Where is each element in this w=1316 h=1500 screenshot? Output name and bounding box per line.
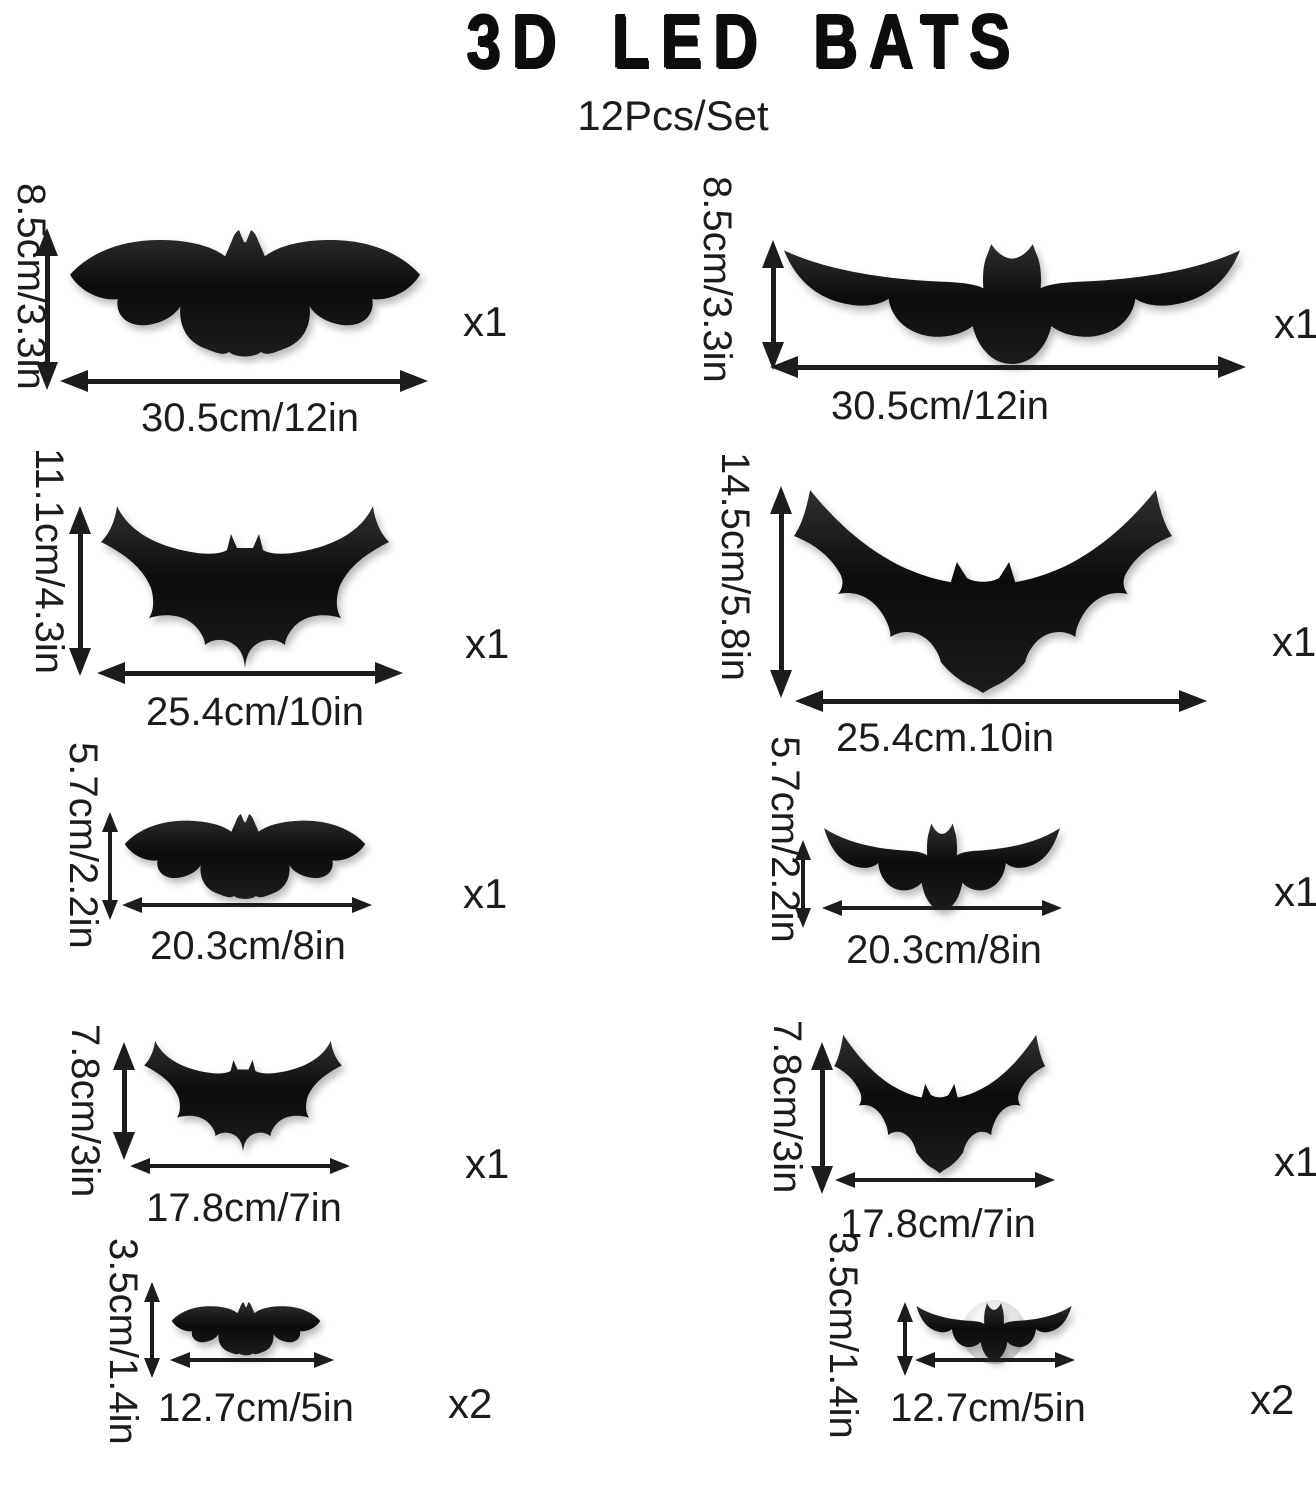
width-dimension-label: 25.4cm.10in <box>836 716 1054 760</box>
vertical-dimension-arrow <box>111 1042 137 1160</box>
horizontal-dimension-arrow <box>170 1350 334 1370</box>
quantity-label: x1 <box>1274 868 1316 915</box>
height-dimension-label: 8.5cm/3.3in <box>695 176 739 383</box>
width-dimension-label: 12.7cm/5in <box>158 1386 354 1430</box>
horizontal-dimension-arrow <box>770 354 1246 380</box>
width-dimension-label: 30.5cm/12in <box>831 384 1049 428</box>
bat-classic-v-icon <box>794 490 1172 693</box>
quantity-label: x2 <box>448 1380 493 1427</box>
vertical-dimension-arrow <box>793 840 813 928</box>
quantity-label: x1 <box>1274 1138 1316 1185</box>
height-dimension-label: 11.1cm/4.3in <box>27 448 71 675</box>
bat-scalloped-icon <box>824 823 1060 910</box>
quantity-label: x1 <box>463 298 508 345</box>
bat-scalloped-icon <box>783 244 1241 364</box>
bat-flat-icon <box>171 1302 321 1356</box>
bat-flat-icon <box>124 814 366 899</box>
set-count-subtitle: 12Pcs/Set <box>577 92 769 139</box>
bat-wings-up-icon <box>144 1040 342 1152</box>
bat-flat-icon <box>69 230 421 357</box>
height-dimension-label: 3.5cm/1.4in <box>101 1238 145 1445</box>
quantity-label: x1 <box>463 870 508 917</box>
horizontal-dimension-arrow <box>915 1350 1075 1370</box>
vertical-dimension-arrow <box>768 486 794 698</box>
vertical-dimension-arrow <box>142 1282 162 1378</box>
quantity-label: x1 <box>465 620 510 667</box>
horizontal-dimension-arrow <box>130 1156 350 1176</box>
vertical-dimension-arrow <box>100 812 120 920</box>
width-dimension-label: 12.7cm/5in <box>890 1386 1086 1430</box>
width-dimension-label: 17.8cm/7in <box>146 1186 342 1230</box>
height-dimension-label: 14.5cm/5.8in <box>713 452 757 682</box>
vertical-dimension-arrow <box>809 1042 835 1194</box>
horizontal-dimension-arrow <box>835 1170 1055 1190</box>
width-dimension-label: 20.3cm/8in <box>846 928 1042 972</box>
vertical-dimension-arrow <box>67 506 93 676</box>
width-dimension-label: 20.3cm/8in <box>150 924 346 968</box>
height-dimension-label: 7.8cm/3in <box>63 1024 107 1198</box>
horizontal-dimension-arrow <box>97 660 403 686</box>
quantity-label: x1 <box>1274 300 1316 347</box>
vertical-dimension-arrow <box>760 240 786 370</box>
bat-classic-v-icon <box>834 1034 1046 1174</box>
height-dimension-label: 3.5cm/1.4in <box>821 1232 865 1439</box>
quantity-label: x2 <box>1250 1376 1295 1423</box>
horizontal-dimension-arrow <box>60 368 428 394</box>
horizontal-dimension-arrow <box>822 898 1062 918</box>
quantity-label: x1 <box>1272 618 1316 665</box>
horizontal-dimension-arrow <box>795 688 1207 714</box>
page-title: 3D LED BATS <box>466 0 1022 84</box>
width-dimension-label: 25.4cm/10in <box>146 690 364 734</box>
vertical-dimension-arrow <box>895 1302 915 1376</box>
height-dimension-label: 7.8cm/3in <box>765 1020 809 1194</box>
width-dimension-label: 17.8cm/7in <box>840 1202 1036 1246</box>
width-dimension-label: 30.5cm/12in <box>141 396 359 440</box>
horizontal-dimension-arrow <box>122 895 372 915</box>
quantity-label: x1 <box>465 1140 510 1187</box>
vertical-dimension-arrow <box>34 228 60 390</box>
bat-wings-up-icon <box>101 506 389 668</box>
